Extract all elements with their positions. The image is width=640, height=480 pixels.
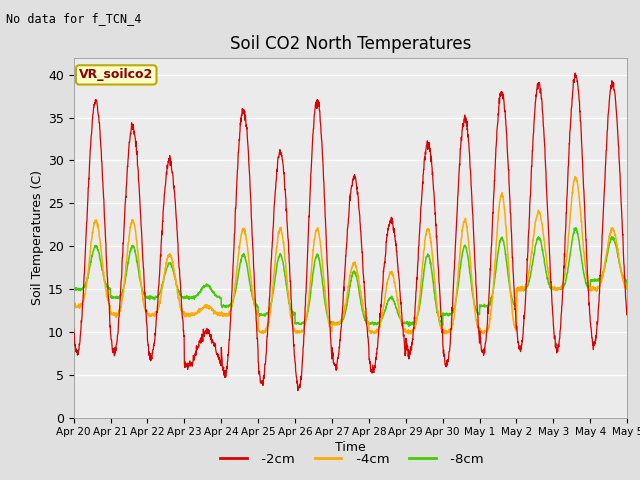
Text: VR_soilco2: VR_soilco2	[79, 68, 154, 82]
Legend:  -2cm,  -4cm,  -8cm: -2cm, -4cm, -8cm	[215, 447, 489, 471]
Y-axis label: Soil Temperatures (C): Soil Temperatures (C)	[31, 170, 44, 305]
X-axis label: Time: Time	[335, 442, 366, 455]
Title: Soil CO2 North Temperatures: Soil CO2 North Temperatures	[230, 35, 471, 53]
Text: No data for f_TCN_4: No data for f_TCN_4	[6, 12, 142, 25]
